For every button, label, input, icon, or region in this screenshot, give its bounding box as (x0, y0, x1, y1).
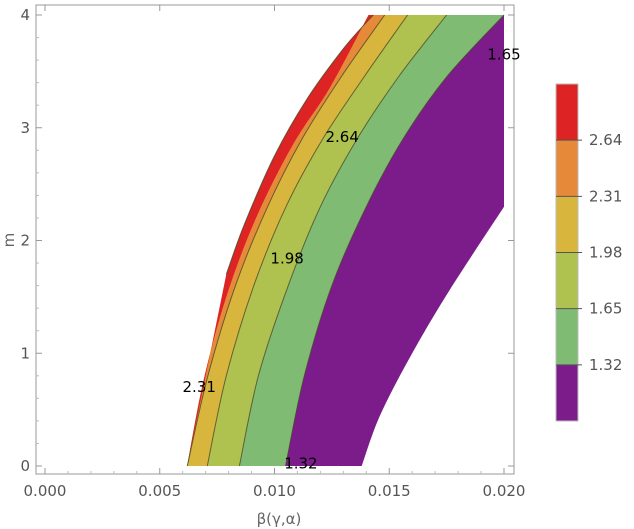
band-1.65-1.98 (187, 15, 447, 466)
legend-label: 2.31 (589, 187, 622, 205)
contour-label-group: 2.64 1.98 2.31 1.32 1.65 (183, 45, 521, 472)
contour-lines (186, 14, 505, 467)
contour-label: 1.98 (270, 250, 303, 268)
legend-label: 2.64 (589, 131, 622, 149)
x-tick-label: 0.015 (368, 482, 411, 500)
y-tick-label: 1 (20, 344, 30, 362)
contour-label: 2.64 (325, 128, 358, 146)
y-tick-label: 4 (20, 6, 30, 24)
y-tick-label: 0 (20, 457, 30, 475)
contour-line-1.32 (285, 14, 505, 467)
legend-swatch (556, 84, 578, 141)
legend-label: 1.32 (589, 356, 622, 374)
legend-swatch (556, 140, 578, 197)
contour-regions (187, 15, 505, 466)
y-axis-label: m (0, 233, 18, 248)
contour-line-1.98 (206, 14, 409, 467)
legend-swatch (556, 308, 578, 365)
contour-label: 2.31 (183, 378, 216, 396)
legend-swatch (556, 196, 578, 253)
contour-line-1.65 (238, 14, 447, 467)
band-1.32-1.65 (187, 15, 505, 466)
y-tick-label: 3 (20, 119, 30, 137)
legend-swatch (556, 364, 578, 421)
legend-label: 1.65 (589, 300, 622, 318)
x-axis-label: β(γ,α) (257, 510, 302, 528)
contour-line-2.31 (186, 14, 386, 467)
y-tick-label: 2 (20, 232, 30, 250)
contour-label: 1.65 (487, 45, 520, 63)
band-1.98-2.31 (187, 15, 408, 466)
x-tick-label: 0.000 (24, 482, 67, 500)
axis-ticks: 0.000 0.005 0.010 0.015 0.020 0 1 2 3 4 (20, 5, 525, 500)
x-tick-label: 0.010 (253, 482, 296, 500)
legend-label: 1.98 (589, 244, 622, 262)
legend-swatch (556, 252, 578, 309)
legend: 2.64 2.31 1.98 1.65 1.32 (555, 83, 622, 422)
x-tick-label: 0.005 (138, 482, 181, 500)
x-tick-label: 0.020 (483, 482, 526, 500)
contour-line-2.64 (225, 14, 374, 275)
contour-label: 1.32 (284, 455, 317, 473)
